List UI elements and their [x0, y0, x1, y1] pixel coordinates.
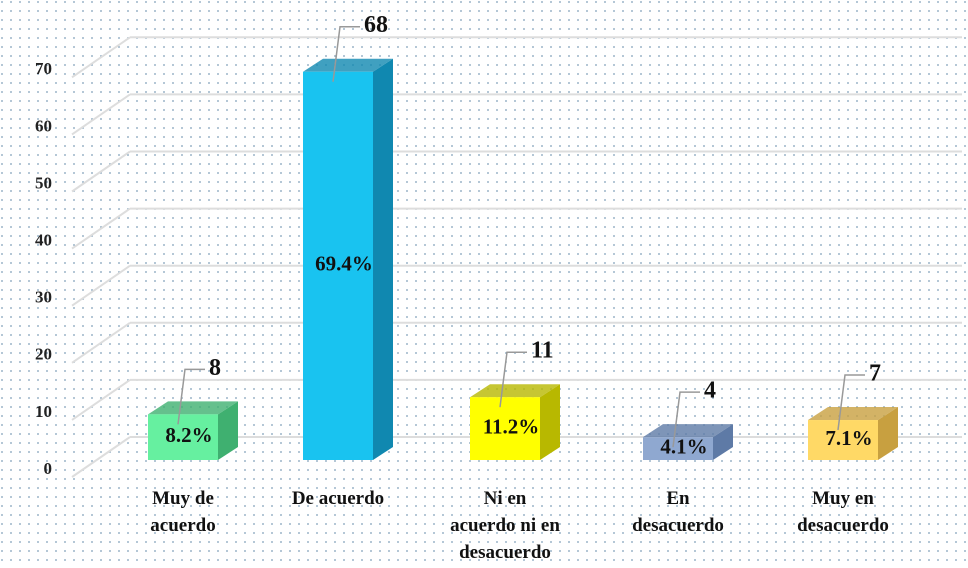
y-tick-label: 30: [35, 288, 52, 307]
x-tick-line: Muy de: [152, 488, 214, 509]
bar: [470, 397, 540, 460]
percent-label: 8.2%: [165, 423, 212, 447]
grid-line: [71, 436, 131, 478]
bar-top: [470, 384, 560, 398]
y-tick-label: 0: [44, 459, 53, 478]
bar-side: [540, 384, 560, 460]
value-label: 8: [209, 355, 221, 381]
value-label: 7: [869, 361, 881, 387]
bar-side: [878, 407, 898, 460]
x-tick-line: acuerdo: [150, 515, 215, 536]
x-tick-line: De acuerdo: [292, 488, 384, 509]
grid-line: [71, 379, 131, 421]
y-tick-label: 20: [35, 345, 52, 364]
bar-top: [303, 58, 393, 72]
leader-line: [837, 374, 865, 431]
bar-top: [808, 407, 898, 421]
x-tick-line: desacuerdo: [797, 515, 889, 536]
grid-line: [71, 150, 131, 193]
x-tick-label: De acuerdo: [292, 488, 384, 509]
bar-top: [643, 424, 733, 438]
value-label: 4: [704, 378, 716, 404]
y-tick-label: 50: [35, 173, 52, 192]
y-tick-label: 60: [35, 116, 52, 135]
x-tick-label: Muy de acuerdo: [150, 488, 215, 536]
y-tick-label: 10: [35, 402, 52, 421]
x-tick-label: Ni en acuerdo ni en desacuerdo: [450, 488, 560, 563]
bar: [808, 420, 878, 460]
percent-label: 69.4%: [315, 252, 373, 276]
x-tick-label: En desacuerdo: [632, 488, 724, 536]
bar: [148, 414, 218, 460]
bar: [303, 71, 373, 460]
grid-line: [71, 321, 131, 364]
y-tick-label: 70: [35, 59, 52, 78]
value-label: 11: [531, 338, 554, 364]
grid-line: [71, 264, 131, 307]
bar-side: [713, 424, 733, 460]
x-tick-line: desacuerdo: [459, 542, 551, 563]
leader-line: [672, 391, 700, 448]
bar-side: [218, 401, 238, 460]
bar: [643, 437, 713, 460]
leader-line: [332, 25, 360, 82]
leader-line: [499, 351, 527, 408]
x-tick-line: desacuerdo: [632, 515, 724, 536]
x-tick-line: acuerdo ni en: [450, 515, 560, 536]
x-tick-label: Muy en desacuerdo: [797, 488, 889, 536]
y-tick-label: 40: [35, 231, 52, 250]
leader-line: [177, 368, 205, 425]
x-tick-line: Muy en: [812, 488, 874, 509]
grid-line: [71, 36, 131, 79]
percent-label: 7.1%: [825, 426, 872, 450]
grid-line: [71, 93, 131, 136]
bar-top: [148, 401, 238, 415]
grid-line: [71, 207, 131, 250]
x-tick-line: Ni en: [484, 488, 527, 509]
x-tick-line: En: [666, 488, 690, 509]
bar-side: [373, 58, 393, 460]
percent-label: 4.1%: [660, 434, 707, 458]
value-label: 68: [364, 12, 388, 38]
percent-label: 11.2%: [483, 414, 540, 438]
